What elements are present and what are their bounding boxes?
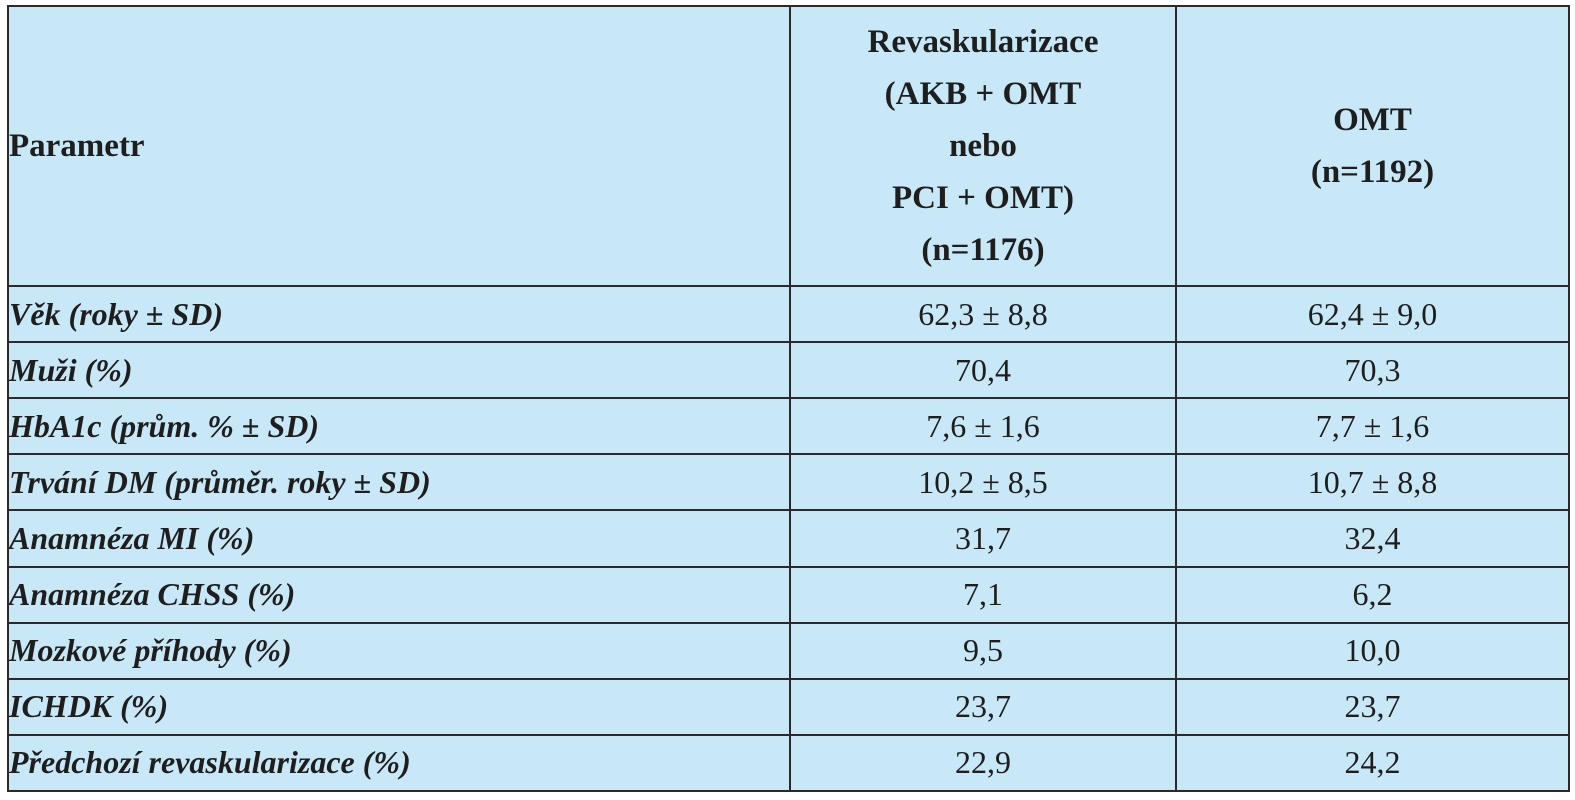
header-omt-line: OMT <box>1333 102 1412 138</box>
baseline-characteristics-table: Parametr Revaskularizace (AKB + OMT nebo… <box>7 5 1570 793</box>
row-omt-value: 62,4 ± 9,0 <box>1175 284 1570 344</box>
table-row: Trvání DM (průměr. roky ± SD) 10,2 ± 8,5… <box>7 453 1570 512</box>
table-row: Věk (roky ± SD) 62,3 ± 8,8 62,4 ± 9,0 <box>7 284 1570 344</box>
row-parameter: Trvání DM (průměr. roky ± SD) <box>7 453 791 512</box>
table-row: HbA1c (prům. % ± SD) 7,6 ± 1,6 7,7 ± 1,6 <box>7 397 1570 456</box>
row-parameter: Muži (%) <box>7 341 791 400</box>
row-parameter: Mozkové příhody (%) <box>7 621 791 680</box>
row-revascularization-value: 7,1 <box>789 565 1177 624</box>
table-row: Muži (%) 70,4 70,3 <box>7 341 1570 400</box>
row-parameter: Předchozí revaskularizace (%) <box>7 733 791 793</box>
row-parameter: HbA1c (prům. % ± SD) <box>7 397 791 456</box>
row-parameter: Anamnéza CHSS (%) <box>7 565 791 624</box>
table-row: Anamnéza CHSS (%) 7,1 6,2 <box>7 565 1570 624</box>
row-revascularization-value: 7,6 ± 1,6 <box>789 397 1177 456</box>
row-parameter: ICHDK (%) <box>7 677 791 736</box>
header-row: Parametr Revaskularizace (AKB + OMT nebo… <box>7 5 1570 287</box>
row-parameter: Věk (roky ± SD) <box>7 284 791 344</box>
row-revascularization-value: 70,4 <box>789 341 1177 400</box>
row-revascularization-value: 62,3 ± 8,8 <box>789 284 1177 344</box>
row-omt-value: 6,2 <box>1175 565 1570 624</box>
row-revascularization-value: 9,5 <box>789 621 1177 680</box>
table-row: Mozkové příhody (%) 9,5 10,0 <box>7 621 1570 680</box>
row-omt-value: 32,4 <box>1175 509 1570 568</box>
row-revascularization-value: 10,2 ± 8,5 <box>789 453 1177 512</box>
header-revascularization-line: PCI + OMT) <box>892 180 1074 216</box>
header-omt-line: (n=1192) <box>1310 154 1435 190</box>
header-revascularization-line: Revaskularizace <box>867 24 1099 60</box>
row-omt-value: 24,2 <box>1175 733 1570 793</box>
header-revascularization-line: (AKB + OMT <box>884 76 1082 112</box>
row-omt-value: 10,7 ± 8,8 <box>1175 453 1570 512</box>
header-revascularization: Revaskularizace (AKB + OMT nebo PCI + OM… <box>789 5 1177 287</box>
header-revascularization-line: nebo <box>949 128 1017 164</box>
table-row: ICHDK (%) 23,7 23,7 <box>7 677 1570 736</box>
row-revascularization-value: 23,7 <box>789 677 1177 736</box>
header-parameter: Parametr <box>7 5 791 287</box>
row-omt-value: 23,7 <box>1175 677 1570 736</box>
row-omt-value: 10,0 <box>1175 621 1570 680</box>
row-revascularization-value: 31,7 <box>789 509 1177 568</box>
header-omt: OMT (n=1192) <box>1175 5 1570 287</box>
table-row: Anamnéza MI (%) 31,7 32,4 <box>7 509 1570 568</box>
row-omt-value: 7,7 ± 1,6 <box>1175 397 1570 456</box>
row-omt-value: 70,3 <box>1175 341 1570 400</box>
table-row: Předchozí revaskularizace (%) 22,9 24,2 <box>7 733 1570 793</box>
header-revascularization-line: (n=1176) <box>921 232 1045 268</box>
row-parameter: Anamnéza MI (%) <box>7 509 791 568</box>
row-revascularization-value: 22,9 <box>789 733 1177 793</box>
